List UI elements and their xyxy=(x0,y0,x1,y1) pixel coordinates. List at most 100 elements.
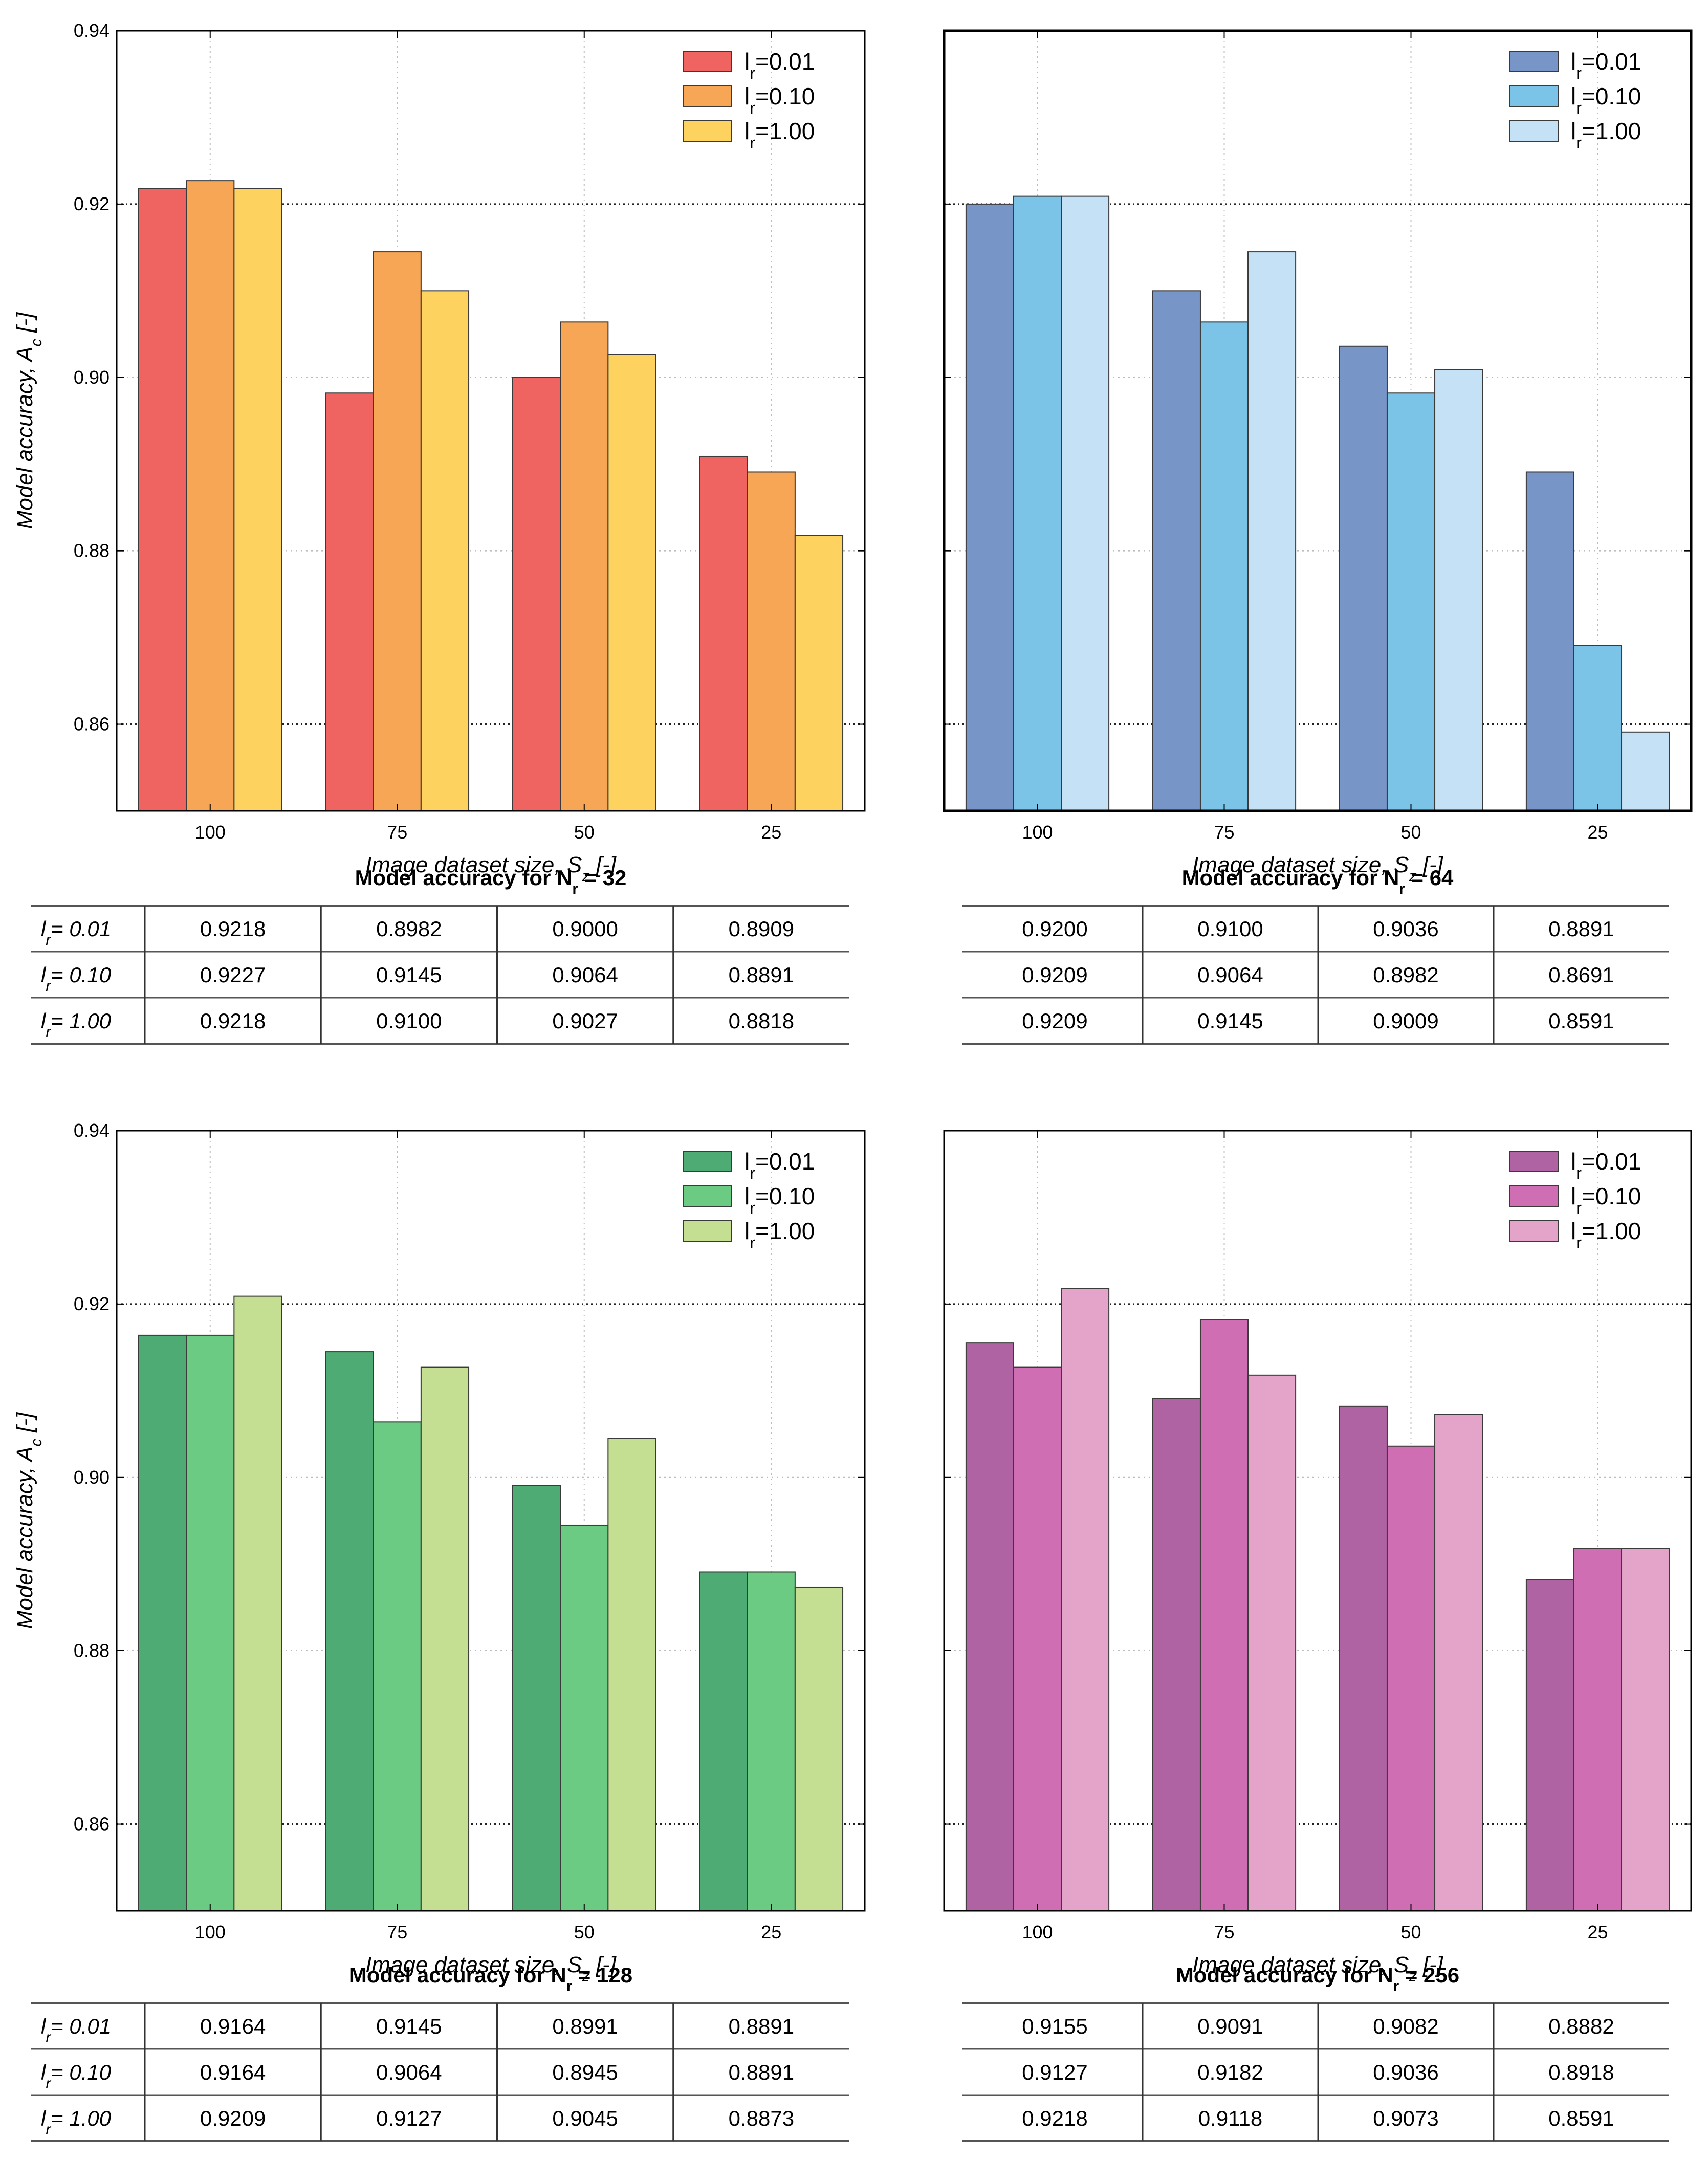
table-cell: 0.8982 xyxy=(376,917,442,941)
legend-label: lr=0.10 xyxy=(744,1183,815,1217)
legend-label: lr=0.01 xyxy=(744,1148,815,1182)
legend-label: lr=1.00 xyxy=(1571,1218,1641,1252)
bar xyxy=(1061,1288,1110,1911)
bar xyxy=(1621,1548,1670,1911)
bar xyxy=(420,1366,470,1911)
bar xyxy=(373,251,422,811)
table-cell: 0.8945 xyxy=(552,2060,618,2084)
table-cell: 0.9145 xyxy=(1197,1009,1263,1033)
legend-swatch xyxy=(1509,85,1559,107)
y-axis-label: Model accuracy, Ac [-] xyxy=(12,1412,45,1629)
y-tick-label: 0.92 xyxy=(74,1293,110,1314)
table-cell: 0.9027 xyxy=(552,1009,618,1033)
bar xyxy=(1573,645,1623,811)
legend-swatch xyxy=(683,1220,732,1242)
table-cell: 0.9045 xyxy=(552,2106,618,2130)
bar xyxy=(699,455,748,811)
x-axis-label: Image dataset size, Sz [-] xyxy=(365,852,617,885)
chart-panel-bottom-right: 100 75 50 25 Image dataset size, Sz [-] lr=0.… xyxy=(943,1130,1692,1985)
table-cell: 0.9227 xyxy=(200,963,266,987)
x-axis-label: Image dataset size, Sz [-] xyxy=(1192,852,1444,885)
table-cell: 0.8891 xyxy=(729,2014,794,2038)
plot-frame xyxy=(943,29,1693,812)
legend-label: lr=0.01 xyxy=(1571,48,1641,82)
bar xyxy=(1013,195,1062,811)
bar xyxy=(1573,1548,1623,1911)
bar xyxy=(747,471,796,811)
table-cell: 0.9064 xyxy=(552,963,618,987)
table-cell: 0.8982 xyxy=(1373,963,1438,987)
table-cell: 0.9127 xyxy=(1022,2060,1087,2084)
x-tick-label: 75 xyxy=(387,1922,407,1943)
table-cell: 0.9200 xyxy=(1022,917,1087,941)
x-tick-label: 75 xyxy=(1214,822,1234,843)
y-axis-label: Model accuracy, Ac [-] xyxy=(12,312,45,530)
bar xyxy=(607,1438,656,1912)
legend-swatch xyxy=(683,1151,732,1172)
legend-swatch xyxy=(1509,120,1559,142)
bar xyxy=(233,188,282,811)
table-cell: 0.8891 xyxy=(729,2060,794,2084)
y-tick-label: 0.90 xyxy=(74,1467,110,1488)
chart-panel-top-left: 0.86 0.88 0.90 0.92 0.94 100 75 50 25 Image datas… xyxy=(12,20,866,885)
legend-label: lr=1.00 xyxy=(1571,118,1641,152)
bar xyxy=(186,180,235,811)
legend-swatch xyxy=(1509,1220,1559,1242)
plot-frame xyxy=(116,1130,866,1912)
legend-swatch xyxy=(683,120,732,142)
bar xyxy=(747,1571,796,1911)
table-cell: 0.9182 xyxy=(1197,2060,1263,2084)
table-cell: 0.9209 xyxy=(200,2106,266,2130)
bar xyxy=(1434,1414,1483,1911)
legend-label: lr=1.00 xyxy=(744,1218,815,1252)
table-cell: 0.9082 xyxy=(1373,2014,1438,2038)
x-axis-label: Image dataset size, Sz [-] xyxy=(1192,1952,1444,1985)
table-row-label: lr= 0.10 xyxy=(41,2060,112,2092)
legend-label: lr=0.01 xyxy=(1571,1148,1641,1182)
bar xyxy=(965,1342,1014,1911)
table-title: Model accuracy for Nr = 32 xyxy=(355,866,627,897)
bar xyxy=(560,1524,609,1911)
table-cell: 0.9064 xyxy=(376,2060,442,2084)
bar xyxy=(373,1421,422,1911)
bar xyxy=(1061,195,1110,811)
bar xyxy=(1013,1366,1062,1911)
bar xyxy=(1247,1374,1297,1911)
legend-label: lr=0.10 xyxy=(744,83,815,117)
plot-frame xyxy=(943,1130,1692,1912)
x-tick-label: 25 xyxy=(1587,1922,1608,1943)
table-row-label: lr= 1.00 xyxy=(41,1009,112,1041)
table-cell: 0.8873 xyxy=(729,2106,794,2130)
table-cell: 0.9073 xyxy=(1373,2106,1438,2130)
bar xyxy=(1152,1398,1201,1911)
y-tick-label: 0.94 xyxy=(74,1120,110,1141)
x-tick-label: 50 xyxy=(1400,1922,1421,1943)
table-cell: 0.9127 xyxy=(376,2106,442,2130)
legend-swatch xyxy=(683,51,732,72)
table-cell: 0.8918 xyxy=(1548,2060,1614,2084)
x-tick-label: 100 xyxy=(195,1922,226,1943)
table-row-label: lr= 0.01 xyxy=(41,917,111,949)
chart-panel-top-right: 100 75 50 25 Image dataset size, Sz [-] lr=0.… xyxy=(943,29,1693,885)
table-cell: 0.9218 xyxy=(1022,2106,1087,2130)
x-tick-label: 100 xyxy=(1022,1922,1053,1943)
chart-panel-bottom-left: 0.86 0.88 0.90 0.92 0.94 100 75 50 25 Image datas… xyxy=(12,1120,866,1985)
bar xyxy=(420,290,470,811)
table-cell: 0.9164 xyxy=(200,2014,266,2038)
x-tick-label: 25 xyxy=(761,822,781,843)
bar xyxy=(794,535,844,811)
y-tick-label: 0.86 xyxy=(74,1814,110,1835)
table-top-left: Model accuracy for Nr = 32 lr= 0.01 0.9218… xyxy=(31,866,849,1045)
table-cell: 0.9091 xyxy=(1197,2014,1263,2038)
legend-label: lr=0.10 xyxy=(1571,83,1641,117)
x-tick-label: 100 xyxy=(195,822,226,843)
bar xyxy=(1434,369,1483,811)
table-title: Model accuracy for Nr = 128 xyxy=(349,1963,632,1995)
bar xyxy=(1339,1405,1388,1911)
bar xyxy=(512,377,561,811)
table-top-right: Model accuracy for Nr = 64 0.9200 0.9100 0.… xyxy=(962,866,1669,1045)
table-row-label: lr= 0.10 xyxy=(41,963,112,995)
table-row-label: lr= 1.00 xyxy=(41,2106,112,2138)
bar xyxy=(560,321,609,811)
